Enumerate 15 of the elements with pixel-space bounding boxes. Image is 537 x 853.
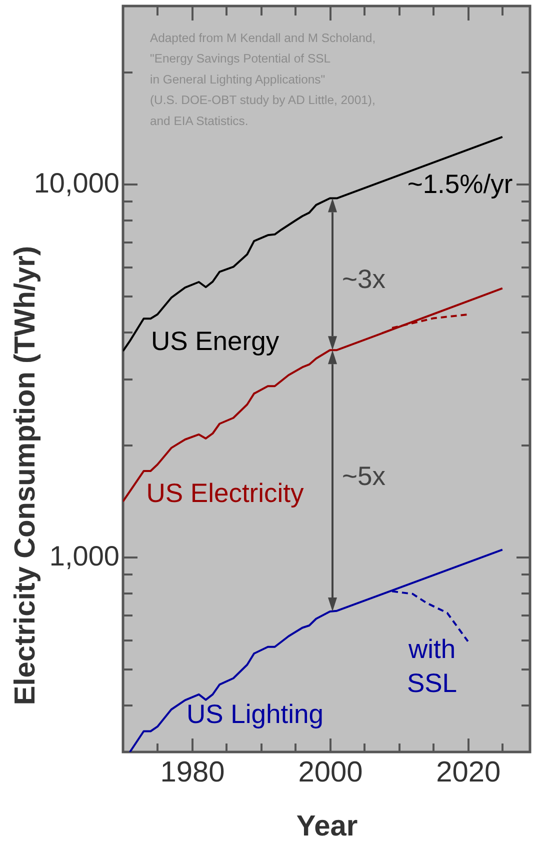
series-label: with SSL <box>406 634 458 698</box>
x-tick-label: 2020 <box>436 756 501 788</box>
x-tick-label: 1980 <box>160 756 225 788</box>
series-label: US Electricity <box>146 478 305 508</box>
x-axis-title: Year <box>296 810 358 842</box>
annotation: ~3x <box>342 264 386 294</box>
line-series <box>128 548 504 752</box>
y-axis-title: Electricity Consumption (TWh/yr) <box>10 246 42 706</box>
annotation: ~5x <box>342 461 386 491</box>
x-tick-label: 2000 <box>298 756 363 788</box>
series-label: US Lighting <box>186 699 324 729</box>
annotation: ~1.5%/yr <box>407 169 513 199</box>
y-tick-label: 10,000 <box>34 167 120 198</box>
y-tick-label: 1,000 <box>49 540 120 572</box>
series-label: US Energy <box>150 326 280 356</box>
